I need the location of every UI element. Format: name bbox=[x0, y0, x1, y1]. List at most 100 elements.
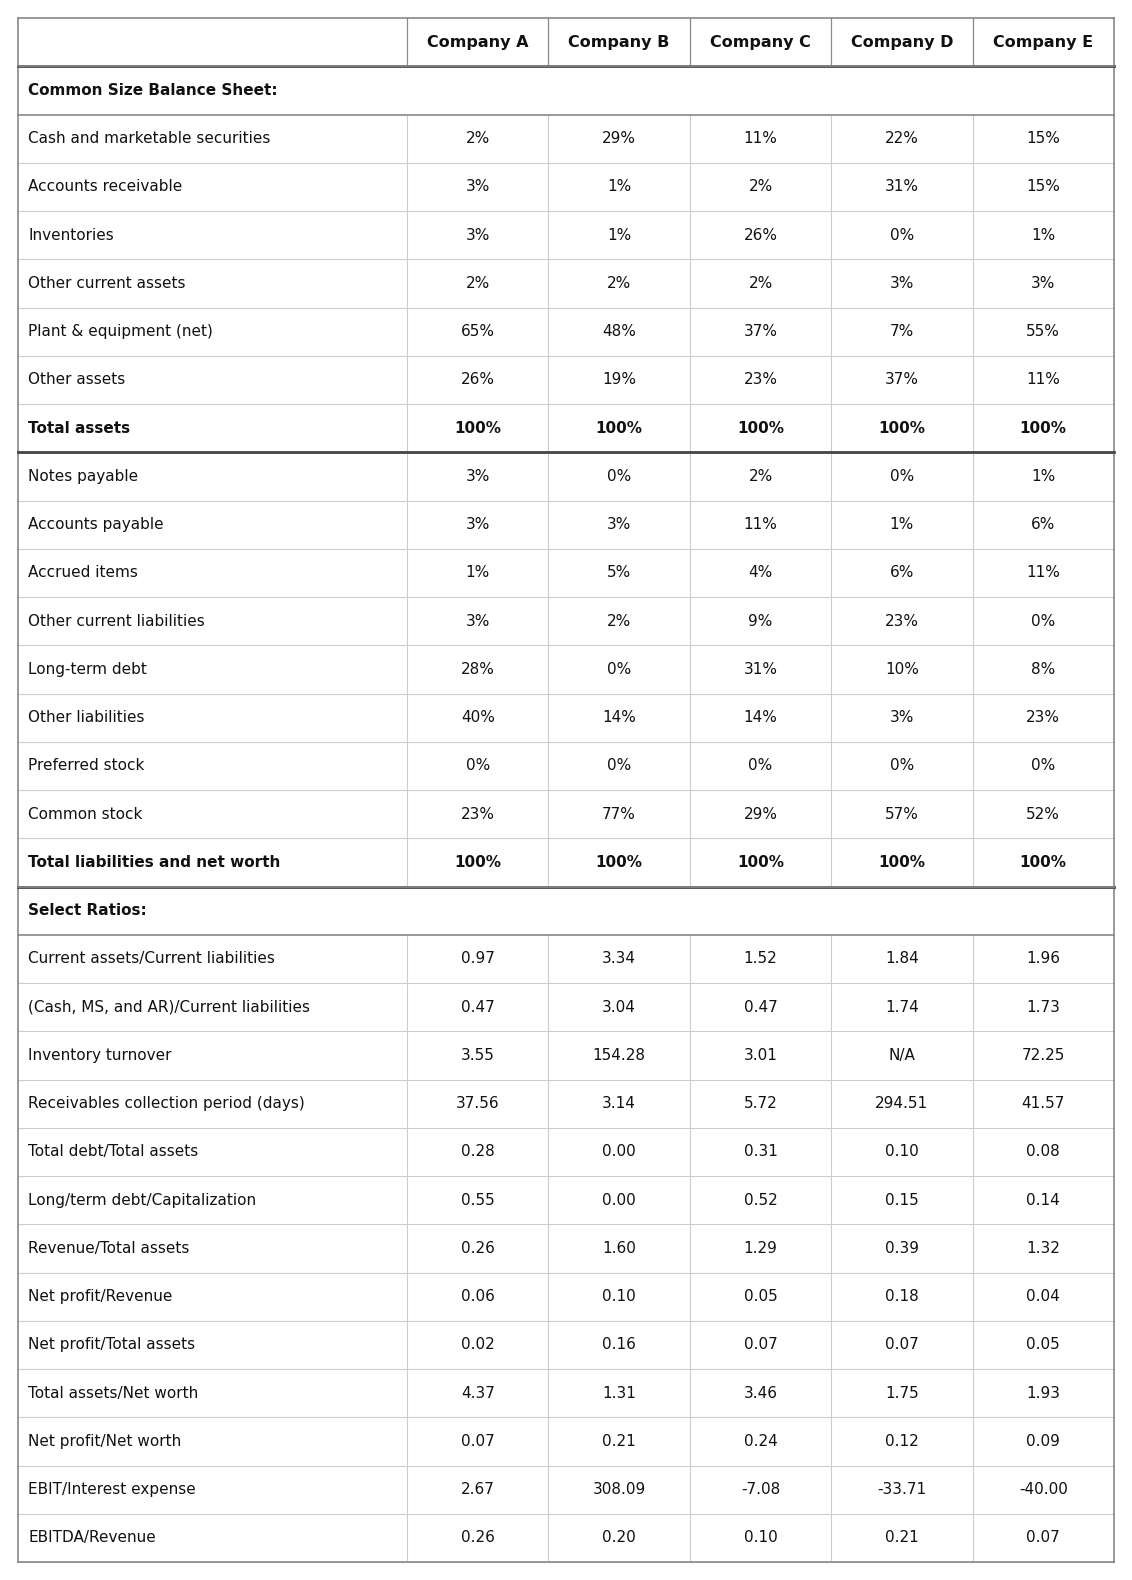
Text: Other current assets: Other current assets bbox=[28, 276, 186, 291]
Text: 2.67: 2.67 bbox=[461, 1482, 495, 1498]
Text: Other current liabilities: Other current liabilities bbox=[28, 613, 205, 629]
Text: 0.20: 0.20 bbox=[602, 1531, 636, 1545]
Text: 154.28: 154.28 bbox=[593, 1048, 645, 1063]
Text: 0.55: 0.55 bbox=[461, 1193, 495, 1207]
Text: 3.14: 3.14 bbox=[602, 1097, 636, 1111]
Text: 0.09: 0.09 bbox=[1027, 1435, 1061, 1449]
Text: 11%: 11% bbox=[1027, 566, 1061, 580]
Text: 6%: 6% bbox=[890, 566, 915, 580]
Text: 0%: 0% bbox=[607, 758, 632, 773]
Text: Preferred stock: Preferred stock bbox=[28, 758, 145, 773]
Text: 0.31: 0.31 bbox=[744, 1144, 778, 1160]
Text: 26%: 26% bbox=[744, 228, 778, 243]
Text: 2%: 2% bbox=[748, 469, 773, 483]
Text: 0%: 0% bbox=[890, 469, 914, 483]
Text: 0%: 0% bbox=[890, 228, 914, 243]
Text: 0.10: 0.10 bbox=[885, 1144, 919, 1160]
Text: 3.34: 3.34 bbox=[602, 951, 636, 967]
Text: 65%: 65% bbox=[461, 324, 495, 340]
Text: 3%: 3% bbox=[607, 517, 632, 532]
Text: EBITDA/Revenue: EBITDA/Revenue bbox=[28, 1531, 156, 1545]
Text: 23%: 23% bbox=[1027, 709, 1061, 725]
Text: Company A: Company A bbox=[427, 35, 529, 49]
Text: Cash and marketable securities: Cash and marketable securities bbox=[28, 131, 271, 145]
Text: Receivables collection period (days): Receivables collection period (days) bbox=[28, 1097, 305, 1111]
Text: 0%: 0% bbox=[607, 469, 632, 483]
Text: -7.08: -7.08 bbox=[741, 1482, 780, 1498]
Text: 26%: 26% bbox=[461, 373, 495, 387]
Text: 0.12: 0.12 bbox=[885, 1435, 919, 1449]
Text: 77%: 77% bbox=[602, 807, 636, 822]
Text: 52%: 52% bbox=[1027, 807, 1061, 822]
Text: 0.07: 0.07 bbox=[461, 1435, 495, 1449]
Text: 0.06: 0.06 bbox=[461, 1289, 495, 1304]
Text: -33.71: -33.71 bbox=[877, 1482, 926, 1498]
Text: 0.24: 0.24 bbox=[744, 1435, 778, 1449]
Text: 11%: 11% bbox=[1027, 373, 1061, 387]
Text: 0.04: 0.04 bbox=[1027, 1289, 1061, 1304]
Text: 0%: 0% bbox=[1031, 613, 1055, 629]
Text: 31%: 31% bbox=[744, 662, 778, 676]
Text: 1%: 1% bbox=[607, 180, 632, 194]
Text: 1.96: 1.96 bbox=[1027, 951, 1061, 967]
Text: 19%: 19% bbox=[602, 373, 636, 387]
Text: 22%: 22% bbox=[885, 131, 919, 145]
Text: 0.07: 0.07 bbox=[1027, 1531, 1061, 1545]
Text: 55%: 55% bbox=[1027, 324, 1061, 340]
Text: 1.31: 1.31 bbox=[602, 1386, 636, 1400]
Text: 1.84: 1.84 bbox=[885, 951, 919, 967]
Text: 15%: 15% bbox=[1027, 180, 1061, 194]
Text: Total debt/Total assets: Total debt/Total assets bbox=[28, 1144, 198, 1160]
Text: 1%: 1% bbox=[1031, 469, 1055, 483]
Text: 0%: 0% bbox=[1031, 758, 1055, 773]
Text: 23%: 23% bbox=[461, 807, 495, 822]
Text: 0.05: 0.05 bbox=[1027, 1337, 1061, 1352]
Text: Net profit/Net worth: Net profit/Net worth bbox=[28, 1435, 181, 1449]
Text: 1.75: 1.75 bbox=[885, 1386, 919, 1400]
Text: 0.47: 0.47 bbox=[744, 1000, 778, 1014]
Text: -40.00: -40.00 bbox=[1019, 1482, 1067, 1498]
Text: 1%: 1% bbox=[607, 228, 632, 243]
Text: 1%: 1% bbox=[1031, 228, 1055, 243]
Text: 1.52: 1.52 bbox=[744, 951, 778, 967]
Text: 3.01: 3.01 bbox=[744, 1048, 778, 1063]
Text: 3%: 3% bbox=[890, 276, 915, 291]
Text: 1.93: 1.93 bbox=[1027, 1386, 1061, 1400]
Text: 2%: 2% bbox=[465, 276, 490, 291]
Text: 3.46: 3.46 bbox=[744, 1386, 778, 1400]
Text: 48%: 48% bbox=[602, 324, 636, 340]
Text: 100%: 100% bbox=[1020, 855, 1066, 871]
Text: 100%: 100% bbox=[737, 855, 784, 871]
Text: 3%: 3% bbox=[465, 613, 490, 629]
Text: 0.21: 0.21 bbox=[885, 1531, 919, 1545]
Text: 3%: 3% bbox=[1031, 276, 1055, 291]
Text: Accounts payable: Accounts payable bbox=[28, 517, 164, 532]
Text: 10%: 10% bbox=[885, 662, 919, 676]
Text: 23%: 23% bbox=[744, 373, 778, 387]
Text: 4.37: 4.37 bbox=[461, 1386, 495, 1400]
Text: N/A: N/A bbox=[889, 1048, 916, 1063]
Text: 3%: 3% bbox=[890, 709, 915, 725]
Text: 0.07: 0.07 bbox=[744, 1337, 778, 1352]
Text: Company B: Company B bbox=[568, 35, 670, 49]
Text: 0.26: 0.26 bbox=[461, 1240, 495, 1256]
Text: 0%: 0% bbox=[607, 662, 632, 676]
Text: 14%: 14% bbox=[602, 709, 636, 725]
Text: 0.97: 0.97 bbox=[461, 951, 495, 967]
Text: Revenue/Total assets: Revenue/Total assets bbox=[28, 1240, 189, 1256]
Text: 3%: 3% bbox=[465, 180, 490, 194]
Text: 3%: 3% bbox=[465, 517, 490, 532]
Text: 1.73: 1.73 bbox=[1027, 1000, 1061, 1014]
Text: 308.09: 308.09 bbox=[592, 1482, 645, 1498]
Text: 1%: 1% bbox=[890, 517, 914, 532]
Text: Total liabilities and net worth: Total liabilities and net worth bbox=[28, 855, 281, 871]
Text: 100%: 100% bbox=[454, 420, 501, 436]
Text: Net profit/Total assets: Net profit/Total assets bbox=[28, 1337, 195, 1352]
Text: 3.55: 3.55 bbox=[461, 1048, 495, 1063]
Text: 37%: 37% bbox=[885, 373, 919, 387]
Text: Select Ratios:: Select Ratios: bbox=[28, 904, 147, 918]
Text: 0.10: 0.10 bbox=[744, 1531, 778, 1545]
Text: 2%: 2% bbox=[748, 276, 773, 291]
Text: 23%: 23% bbox=[885, 613, 919, 629]
Text: 100%: 100% bbox=[1020, 420, 1066, 436]
